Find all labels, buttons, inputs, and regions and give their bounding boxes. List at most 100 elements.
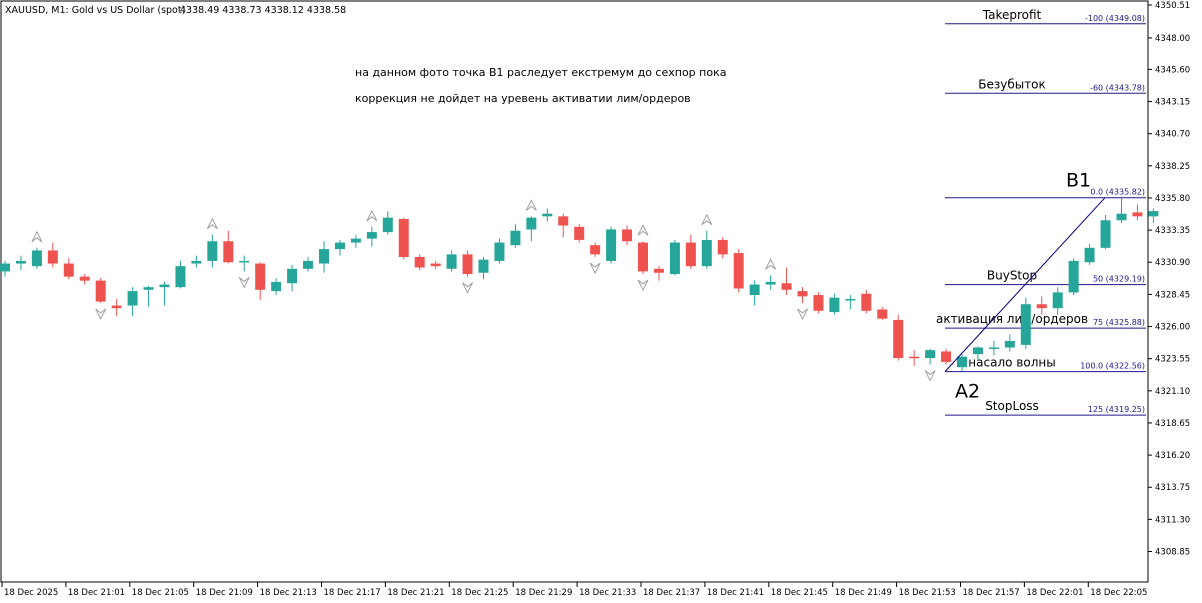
- candle-body-bull: [1052, 292, 1063, 309]
- x-tick-label: 18 Dec 21:29: [515, 588, 572, 598]
- fractal-down-icon: [797, 308, 808, 321]
- candle-body-bear: [95, 280, 106, 302]
- candle-body-bull: [446, 254, 457, 269]
- candle-body-bear: [111, 305, 122, 309]
- y-tick-label: 4330.90: [1155, 258, 1190, 268]
- y-tick-label: 4343.15: [1155, 98, 1190, 108]
- candle-body-bull: [334, 242, 345, 250]
- candle-body-bull: [701, 239, 712, 267]
- candle-body-bull: [606, 229, 617, 261]
- x-tick-label: 18 Dec 21:17: [324, 588, 381, 598]
- fractal-down-icon: [924, 370, 936, 382]
- candle-body-bear: [941, 351, 952, 362]
- candle-body-bear: [717, 239, 728, 255]
- x-tick-label: 18 Dec 21:57: [963, 588, 1020, 598]
- fractal-down-icon: [238, 277, 250, 289]
- fractal-up-icon: [366, 209, 378, 222]
- candle-body-bull: [319, 249, 329, 264]
- candle-body-bull: [510, 230, 521, 246]
- candle-body-bear: [398, 218, 409, 257]
- fibo-level-label: 0.0 (4335.82): [1090, 188, 1145, 197]
- candle-body-bear: [861, 293, 872, 311]
- y-tick-label: 4345.60: [1155, 65, 1190, 75]
- candle-body-bull: [749, 284, 760, 296]
- fibo-level-label: 100.0 (4322.56): [1080, 362, 1145, 371]
- x-tick-label: 18 Dec 22:05: [1090, 588, 1147, 598]
- fractal-down-icon: [462, 282, 473, 294]
- fractal-up-icon: [637, 224, 649, 236]
- candle-body-bear: [1036, 304, 1047, 309]
- x-tick-label: 18 Dec 2025: [4, 588, 58, 598]
- candle-body-bear: [430, 263, 441, 267]
- y-tick-label: 4335.80: [1155, 194, 1190, 204]
- fibo-level-name: насало волны: [968, 356, 1055, 370]
- fractal-down-icon: [589, 262, 601, 275]
- candle-body-bear: [79, 276, 90, 281]
- point-label-a2: A2: [955, 381, 980, 403]
- candle-body-bull: [303, 260, 314, 269]
- x-tick-label: 18 Dec 21:13: [260, 588, 317, 598]
- candle-body-bull: [366, 232, 377, 239]
- x-tick-label: 18 Dec 21:45: [771, 588, 828, 598]
- y-tick-label: 4333.35: [1155, 226, 1190, 236]
- candle-body-bear: [47, 250, 58, 264]
- candle-body-bear: [813, 295, 824, 311]
- candle-body-bull: [494, 242, 505, 261]
- candle-body-bull: [143, 287, 154, 290]
- y-tick-label: 4311.30: [1155, 515, 1190, 525]
- candle-body-bear: [685, 242, 696, 267]
- trend-line-a2-b1: [944, 197, 1106, 372]
- fractal-down-icon: [95, 308, 107, 321]
- time-axis[interactable]: 18 Dec 2025 18 Dec 21:01 18 Dec 21:05 18 De…: [1, 582, 1147, 598]
- fibo-level-label: 75 (4325.88): [1093, 318, 1145, 327]
- candle-body-bull: [925, 350, 936, 359]
- candle-body-bull: [1004, 340, 1015, 348]
- fibo-level-name: BuyStop: [987, 269, 1037, 283]
- candle-body-bull: [972, 347, 983, 355]
- candle-body-bull: [0, 263, 10, 272]
- candle-body-bull: [542, 213, 553, 217]
- fractal-up-icon: [701, 213, 713, 226]
- candle-body-bear: [223, 241, 234, 263]
- candle-body-bull: [845, 298, 856, 301]
- candle-body-bull: [287, 268, 298, 284]
- candle-body-bull: [15, 260, 26, 264]
- candle-body-bear: [63, 263, 74, 277]
- candles: [0, 196, 1159, 372]
- candle-body-bull: [1068, 260, 1079, 293]
- y-tick-label: 4350.51: [1155, 1, 1190, 11]
- y-tick-label: 4318.65: [1155, 419, 1190, 429]
- candle-body-bear: [1132, 212, 1143, 217]
- candle-body-bull: [159, 284, 170, 288]
- y-tick-label: 4340.70: [1155, 130, 1190, 140]
- candle-body-bull: [271, 281, 282, 292]
- candle-body-bull: [829, 297, 840, 313]
- fibo-level-name: Takeprofit: [982, 8, 1042, 22]
- x-tick-label: 18 Dec 21:33: [579, 588, 636, 598]
- price-axis[interactable]: 4350.51 4348.00 4345.60 4343.15 4340.70 4338.…: [1148, 1, 1190, 558]
- x-tick-label: 18 Dec 21:21: [387, 588, 444, 598]
- candle-body-bear: [909, 356, 920, 359]
- candle-body-bear: [733, 253, 744, 289]
- candle-body-bear: [781, 283, 792, 290]
- x-tick-label: 18 Dec 21:25: [451, 588, 508, 598]
- candle-body-bull: [175, 266, 186, 288]
- candle-body-bull: [1100, 220, 1111, 248]
- y-tick-label: 4313.75: [1155, 483, 1190, 493]
- fibo-level-label: -60 (4343.78): [1090, 83, 1145, 92]
- fibo-level-label: 50 (4329.19): [1093, 275, 1145, 284]
- annotation-line-1: на данном фото точка B1 раследует екстре…: [355, 66, 726, 79]
- candle-body-bull: [207, 241, 218, 261]
- candle-body-bull: [765, 281, 776, 285]
- trend-line[interactable]: A2 B1: [944, 170, 1106, 403]
- x-tick-label: 18 Dec 22:01: [1026, 588, 1083, 598]
- x-tick-label: 18 Dec 21:53: [899, 588, 956, 598]
- candle-body-bull: [957, 356, 967, 368]
- y-tick-label: 4348.00: [1155, 34, 1190, 44]
- fibo-levels[interactable]: -100 (4349.08) Takeprofit -60 (4343.78) Без…: [936, 8, 1146, 416]
- y-tick-label: 4338.25: [1155, 162, 1190, 172]
- fibo-level-label: 125 (4319.25): [1088, 405, 1145, 414]
- plot-frame: [0, 0, 1149, 583]
- candle-body-bull: [988, 347, 999, 350]
